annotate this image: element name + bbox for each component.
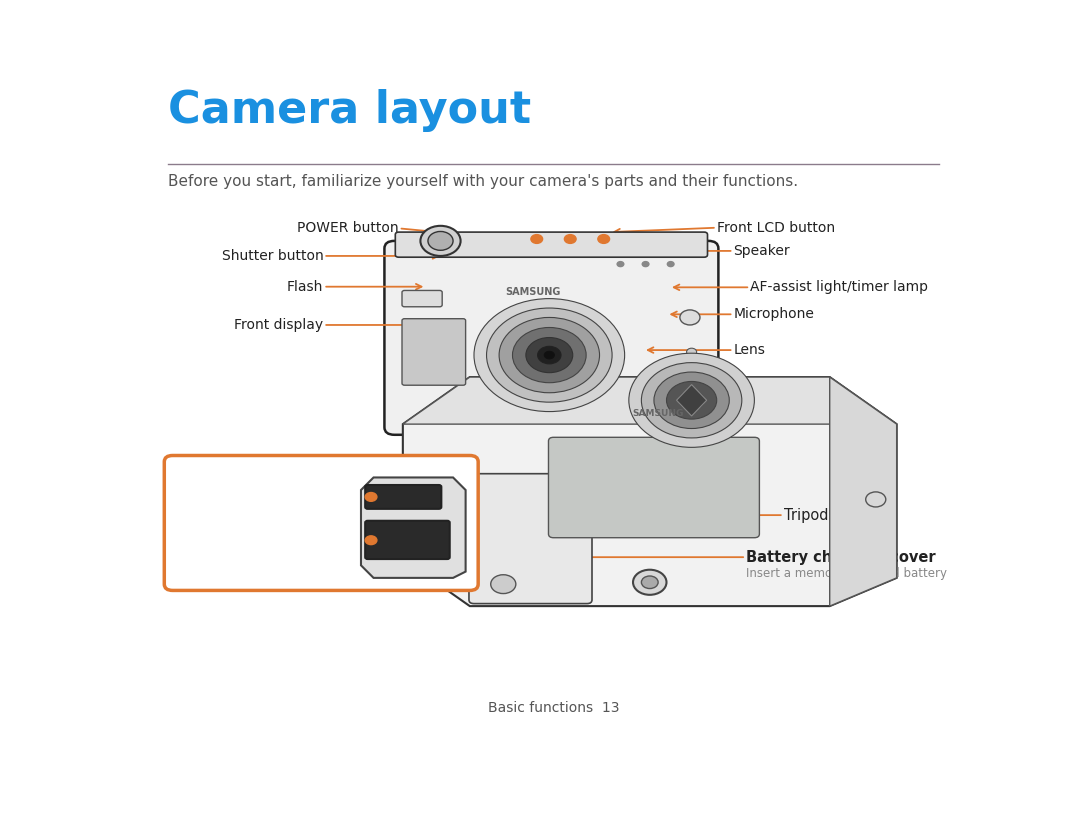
Text: USB and A/V port: USB and A/V port [192, 490, 335, 504]
Text: Flash: Flash [287, 280, 323, 293]
Circle shape [667, 262, 674, 267]
Circle shape [499, 317, 599, 393]
Circle shape [866, 492, 886, 507]
Text: Accepts USB cable or A/V cable: Accepts USB cable or A/V cable [192, 506, 366, 516]
Circle shape [598, 235, 609, 244]
Circle shape [643, 262, 649, 267]
Text: Battery chamber cover: Battery chamber cover [746, 549, 935, 565]
FancyBboxPatch shape [395, 232, 707, 258]
FancyBboxPatch shape [402, 319, 465, 385]
Circle shape [642, 576, 658, 588]
Text: POWER button: POWER button [297, 222, 399, 236]
Text: SAMSUNG: SAMSUNG [633, 409, 684, 418]
Text: Front LCD button: Front LCD button [717, 221, 835, 235]
Text: Basic functions  13: Basic functions 13 [488, 701, 619, 715]
Circle shape [474, 298, 624, 412]
Circle shape [629, 353, 754, 447]
Circle shape [687, 397, 697, 404]
Text: Shutter button: Shutter button [221, 249, 323, 263]
Circle shape [633, 570, 666, 595]
Polygon shape [403, 377, 896, 606]
FancyBboxPatch shape [164, 456, 478, 590]
Circle shape [420, 226, 460, 256]
Circle shape [531, 235, 542, 244]
Circle shape [654, 372, 729, 429]
Text: HDMI port: HDMI port [192, 531, 276, 546]
Circle shape [565, 235, 576, 244]
Circle shape [538, 346, 561, 363]
Circle shape [365, 492, 377, 501]
FancyBboxPatch shape [365, 521, 449, 559]
Circle shape [526, 337, 572, 372]
Circle shape [513, 328, 586, 383]
FancyBboxPatch shape [469, 474, 592, 604]
Circle shape [617, 262, 624, 267]
Text: Tripod mount: Tripod mount [784, 508, 880, 522]
Polygon shape [361, 478, 465, 578]
Text: AF-assist light/timer lamp: AF-assist light/timer lamp [751, 280, 928, 294]
FancyBboxPatch shape [549, 438, 759, 538]
Text: Before you start, familiarize yourself with your camera's parts and their functi: Before you start, familiarize yourself w… [168, 174, 798, 189]
Circle shape [487, 308, 612, 402]
Text: Front display: Front display [234, 318, 323, 332]
Circle shape [680, 310, 700, 325]
Text: Accepts HDMI cable: Accepts HDMI cable [192, 547, 302, 557]
Circle shape [666, 381, 717, 419]
Text: Speaker: Speaker [733, 244, 791, 258]
FancyBboxPatch shape [384, 241, 718, 434]
Text: Camera layout: Camera layout [168, 90, 531, 132]
Polygon shape [403, 377, 896, 424]
Text: SAMSUNG: SAMSUNG [504, 288, 561, 297]
Circle shape [544, 351, 554, 359]
Polygon shape [676, 385, 706, 416]
Text: Microphone: Microphone [733, 307, 814, 321]
Circle shape [687, 348, 697, 355]
Circle shape [642, 363, 742, 438]
Text: Insert a memory card and battery: Insert a memory card and battery [746, 567, 947, 580]
Polygon shape [829, 377, 896, 606]
Circle shape [490, 575, 516, 593]
Circle shape [679, 391, 704, 410]
Circle shape [365, 535, 377, 544]
Circle shape [428, 231, 454, 250]
Text: Lens: Lens [733, 343, 766, 357]
FancyBboxPatch shape [402, 290, 442, 306]
FancyBboxPatch shape [365, 485, 442, 509]
